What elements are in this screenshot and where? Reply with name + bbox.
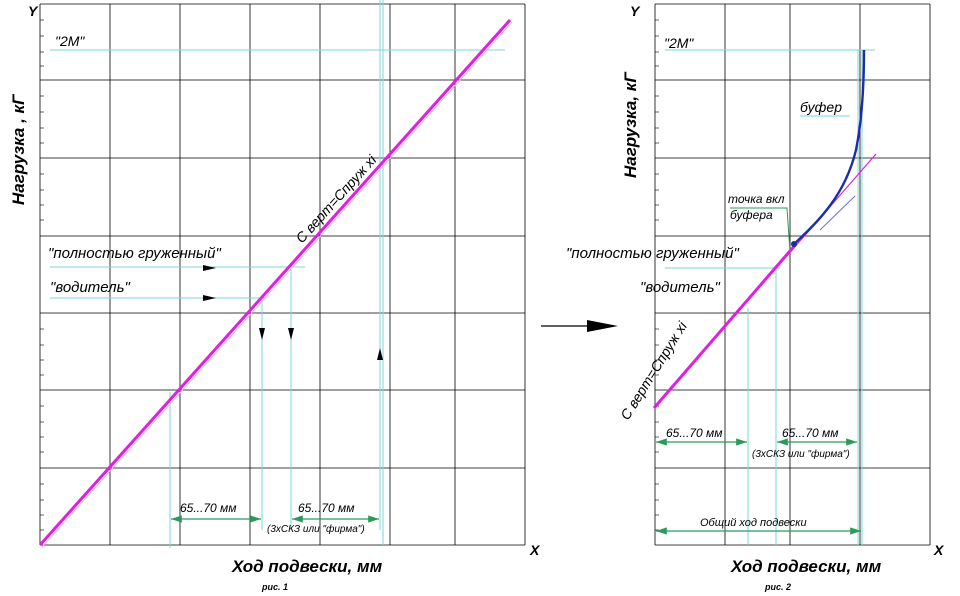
fig2-label-loaded: "полностью груженный" (566, 245, 739, 262)
figure-2: Y X Нагрузка, кГ Ход подвески, мм рис. 2… (566, 3, 945, 592)
fig1-x-axis-label: Ход подвески, мм (231, 557, 383, 576)
arrow-right-icon (203, 295, 216, 301)
fig2-dim2-note: (3хСКЗ или "фирма") (752, 448, 850, 460)
arrow-down-icon (288, 328, 294, 340)
fig2-buffer-point-leader (730, 207, 791, 253)
fig2-spring-line (652, 243, 798, 409)
fig1-label-2m: "2М" (55, 33, 85, 49)
fig2-total-travel: Общий ход подвески (700, 517, 807, 529)
fig1-line-label: С верт=Спруж хi (292, 151, 380, 246)
fig1-label-loaded: "полностью груженный" (48, 245, 221, 262)
fig1-dim2: 65...70 мм (298, 501, 354, 515)
fig1-label-driver: "водитель" (50, 279, 130, 296)
arrow-right-icon (203, 265, 216, 271)
fig2-buffer-label: буфер (800, 99, 842, 115)
fig2-label-driver: "водитель" (640, 279, 720, 296)
arrow-right-icon (587, 320, 618, 332)
arrow-up-icon (377, 348, 383, 360)
fig2-caption: рис. 2 (764, 582, 791, 592)
fig1-y-ticks (40, 19, 44, 531)
fig1-guides (50, 0, 505, 548)
fig1-spring-line (38, 18, 512, 547)
fig1-caption: рис. 1 (261, 582, 288, 592)
figure-1: Y X Нагрузка , кГ Ход подвески, мм рис. … (9, 0, 541, 592)
fig2-buffer-point-line2: буфера (730, 208, 773, 222)
fig1-spring-line-shadow (41, 21, 513, 548)
fig2-x-axis-letter: X (933, 542, 945, 558)
fig2-dim1: 65...70 мм (666, 426, 722, 440)
fig2-y-axis-label: Нагрузка, кГ (621, 71, 640, 178)
fig2-buffer-curve (791, 49, 866, 247)
fig2-label-2m: "2М" (664, 35, 694, 51)
fig2-buffer-curve-shadow (819, 195, 856, 231)
fig1-y-axis-letter: Y (28, 3, 39, 19)
fig1-y-axis-label: Нагрузка , кГ (9, 93, 28, 205)
fig2-buffer-point-line1: точка вкл (728, 192, 785, 206)
fig1-arrows (203, 265, 383, 360)
transition-arrow (541, 320, 618, 332)
fig2-y-ticks (655, 19, 659, 531)
fig1-grid (39, 3, 526, 546)
fig2-grid (654, 3, 931, 546)
fig1-x-axis-letter: X (529, 542, 541, 558)
fig1-dim1: 65...70 мм (180, 501, 236, 515)
fig2-x-axis-label: Ход подвески, мм (730, 557, 882, 576)
arrow-down-icon (259, 328, 265, 340)
fig2-dimensions (656, 438, 861, 535)
fig2-buffer-point (791, 241, 797, 247)
fig2-guides (665, 49, 875, 545)
fig2-y-axis-letter: Y (630, 3, 641, 19)
fig2-dim2: 65...70 мм (782, 426, 838, 440)
fig1-dim2-note: (3хСКЗ или "фирма") (267, 523, 365, 535)
